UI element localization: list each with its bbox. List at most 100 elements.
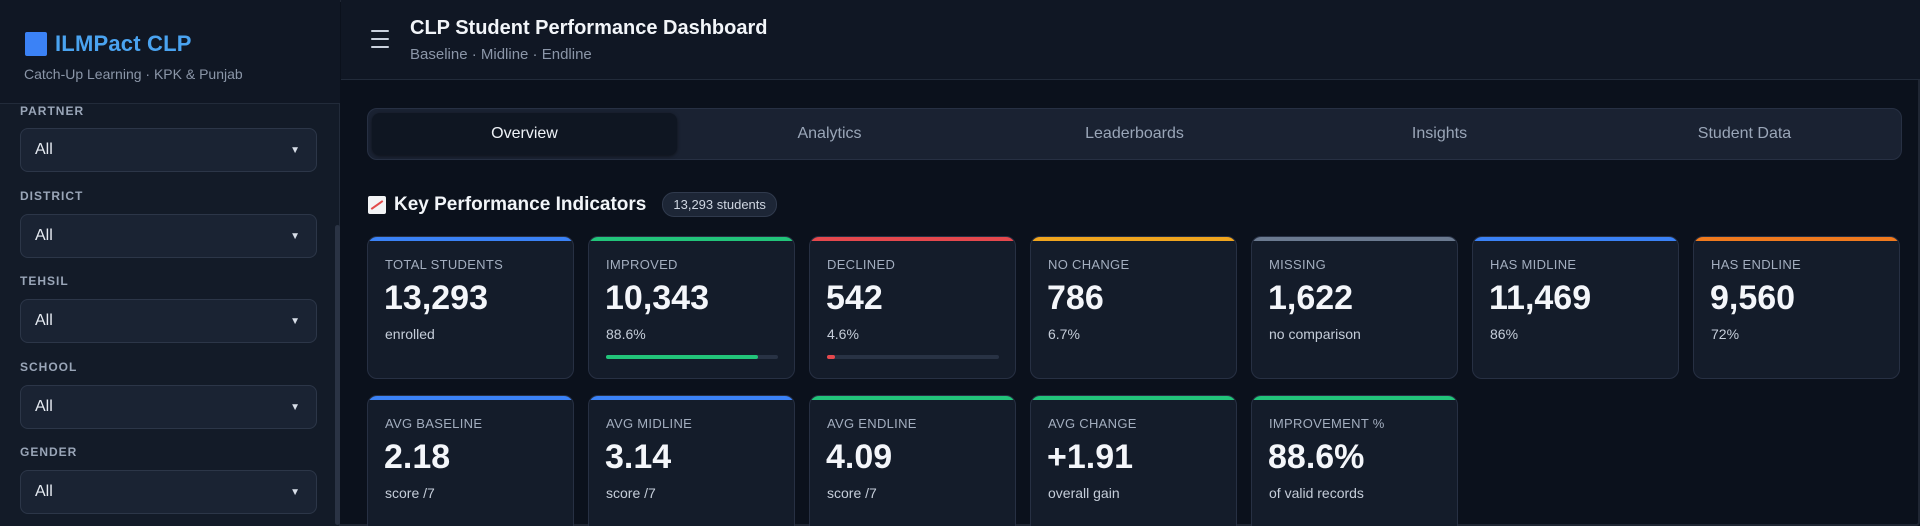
- card-label: AVG MIDLINE: [606, 416, 693, 431]
- card-subtext: score /7: [385, 485, 435, 501]
- tehsil-select[interactable]: All ▼: [20, 299, 317, 343]
- card-accent-bar: [589, 237, 794, 241]
- card-subtext: enrolled: [385, 326, 435, 342]
- card-value: 1,622: [1268, 279, 1354, 317]
- card-label: TOTAL STUDENTS: [385, 257, 504, 272]
- kpi-section-title: Key Performance Indicators: [394, 193, 647, 215]
- card-accent-bar: [1031, 396, 1236, 400]
- brand-header: ILMPact CLP Catch-Up Learning · KPK & Pu…: [0, 0, 340, 104]
- card-value: 4.09: [826, 438, 893, 476]
- card-subtext: 4.6%: [827, 326, 859, 342]
- improved-progress-track: [606, 355, 778, 359]
- card-label: HAS ENDLINE: [1711, 257, 1801, 272]
- card-value: 3.14: [605, 438, 672, 476]
- card-subtext: 86%: [1490, 326, 1519, 342]
- kpi-card-missing: MISSING 1,622 no comparison: [1251, 236, 1458, 379]
- card-label: AVG ENDLINE: [827, 416, 917, 431]
- card-accent-bar: [1694, 237, 1899, 241]
- chart-increasing-icon: [368, 195, 386, 214]
- brand-title[interactable]: ILMPact CLP: [25, 31, 192, 57]
- card-subtext: 88.6%: [606, 326, 646, 342]
- gender-select-value: All: [35, 483, 53, 500]
- card-accent-bar: [589, 396, 794, 400]
- card-accent-bar: [1031, 237, 1236, 241]
- card-label: HAS MIDLINE: [1490, 257, 1577, 272]
- kpi-card-has-midline: HAS MIDLINE 11,469 86%: [1472, 236, 1679, 379]
- top-header: CLP Student Performance Dashboard Baseli…: [341, 0, 1920, 80]
- tab-insights[interactable]: Insights: [1411, 125, 1468, 142]
- app-name: ILMPact CLP: [55, 31, 192, 56]
- filter-label-school: SCHOOL: [20, 360, 78, 374]
- hamburger-menu-icon[interactable]: [371, 30, 389, 48]
- filter-label-district: DISTRICT: [20, 189, 84, 203]
- declined-progress-fill: [827, 355, 835, 359]
- kpi-card-avg-change: AVG CHANGE +1.91 overall gain: [1030, 395, 1237, 526]
- card-value: 11,469: [1489, 279, 1592, 317]
- improved-progress-fill: [606, 355, 759, 359]
- card-subtext: 6.7%: [1048, 326, 1080, 342]
- kpi-card-no-change: NO CHANGE 786 6.7%: [1030, 236, 1237, 379]
- card-label: AVG CHANGE: [1048, 416, 1137, 431]
- partner-select-value: All: [35, 141, 53, 158]
- kpi-card-avg-endline: AVG ENDLINE 4.09 score /7: [809, 395, 1016, 526]
- partner-select[interactable]: All ▼: [20, 128, 317, 172]
- kpi-card-has-endline: HAS ENDLINE 9,560 72%: [1693, 236, 1900, 379]
- card-subtext: overall gain: [1048, 485, 1120, 501]
- sidebar-scrollbar[interactable]: [335, 225, 340, 525]
- card-value: 542: [826, 279, 883, 317]
- caret-down-icon: ▼: [290, 486, 300, 498]
- card-value: 88.6%: [1268, 438, 1365, 476]
- page-title: CLP Student Performance Dashboard: [410, 17, 768, 39]
- card-subtext: no comparison: [1269, 326, 1361, 342]
- school-select-value: All: [35, 398, 53, 415]
- card-label: DECLINED: [827, 257, 896, 272]
- card-value: 9,560: [1710, 279, 1796, 317]
- card-value: 786: [1047, 279, 1104, 317]
- page-subtitle: Baseline · Midline · Endline: [410, 46, 592, 63]
- card-accent-bar: [810, 237, 1015, 241]
- tab-analytics[interactable]: Analytics: [797, 125, 862, 142]
- filter-label-tehsil: TEHSIL: [20, 274, 69, 288]
- app-subtitle: Catch-Up Learning · KPK & Punjab: [24, 66, 243, 82]
- caret-down-icon: ▼: [290, 315, 300, 327]
- card-accent-bar: [368, 237, 573, 241]
- kpi-card-avg-midline: AVG MIDLINE 3.14 score /7: [588, 395, 795, 526]
- kpi-section-header: Key Performance Indicators 13,293 studen…: [368, 192, 777, 217]
- caret-down-icon: ▼: [290, 230, 300, 242]
- tab-leaderboards[interactable]: Leaderboards: [1085, 125, 1184, 142]
- sidebar: ILMPact CLP Catch-Up Learning · KPK & Pu…: [0, 0, 340, 526]
- card-value: 13,293: [384, 279, 488, 317]
- card-label: IMPROVEMENT %: [1269, 416, 1385, 431]
- district-select-value: All: [35, 227, 53, 244]
- filter-label-partner: PARTNER: [20, 104, 85, 118]
- filter-label-gender: GENDER: [20, 445, 78, 459]
- card-subtext: score /7: [827, 485, 877, 501]
- student-count-badge: 13,293 students: [662, 192, 777, 217]
- card-subtext: 72%: [1711, 326, 1740, 342]
- tab-student-data[interactable]: Student Data: [1697, 125, 1792, 142]
- district-select[interactable]: All ▼: [20, 214, 317, 258]
- school-select[interactable]: All ▼: [20, 385, 317, 429]
- caret-down-icon: ▼: [290, 144, 300, 156]
- card-label: AVG BASELINE: [385, 416, 483, 431]
- card-subtext: of valid records: [1269, 485, 1364, 501]
- main-tabs: Overview Analytics Leaderboards Insights…: [367, 108, 1902, 160]
- caret-down-icon: ▼: [290, 401, 300, 413]
- gender-select[interactable]: All ▼: [20, 470, 317, 514]
- card-subtext: score /7: [606, 485, 656, 501]
- card-label: NO CHANGE: [1048, 257, 1130, 272]
- kpi-card-declined: DECLINED 542 4.6%: [809, 236, 1016, 379]
- card-value: 2.18: [384, 438, 451, 476]
- tehsil-select-value: All: [35, 312, 53, 329]
- card-value: +1.91: [1047, 438, 1134, 476]
- brand-logo-square: [25, 32, 47, 56]
- kpi-card-improvement-pct: IMPROVEMENT % 88.6% of valid records: [1251, 395, 1458, 526]
- card-accent-bar: [1252, 237, 1457, 241]
- tab-overview[interactable]: Overview: [372, 113, 677, 155]
- declined-progress-track: [827, 355, 999, 359]
- card-accent-bar: [1252, 396, 1457, 400]
- kpi-card-total-students: TOTAL STUDENTS 13,293 enrolled: [367, 236, 574, 379]
- card-accent-bar: [368, 396, 573, 400]
- card-label: MISSING: [1269, 257, 1326, 272]
- card-value: 10,343: [605, 279, 709, 317]
